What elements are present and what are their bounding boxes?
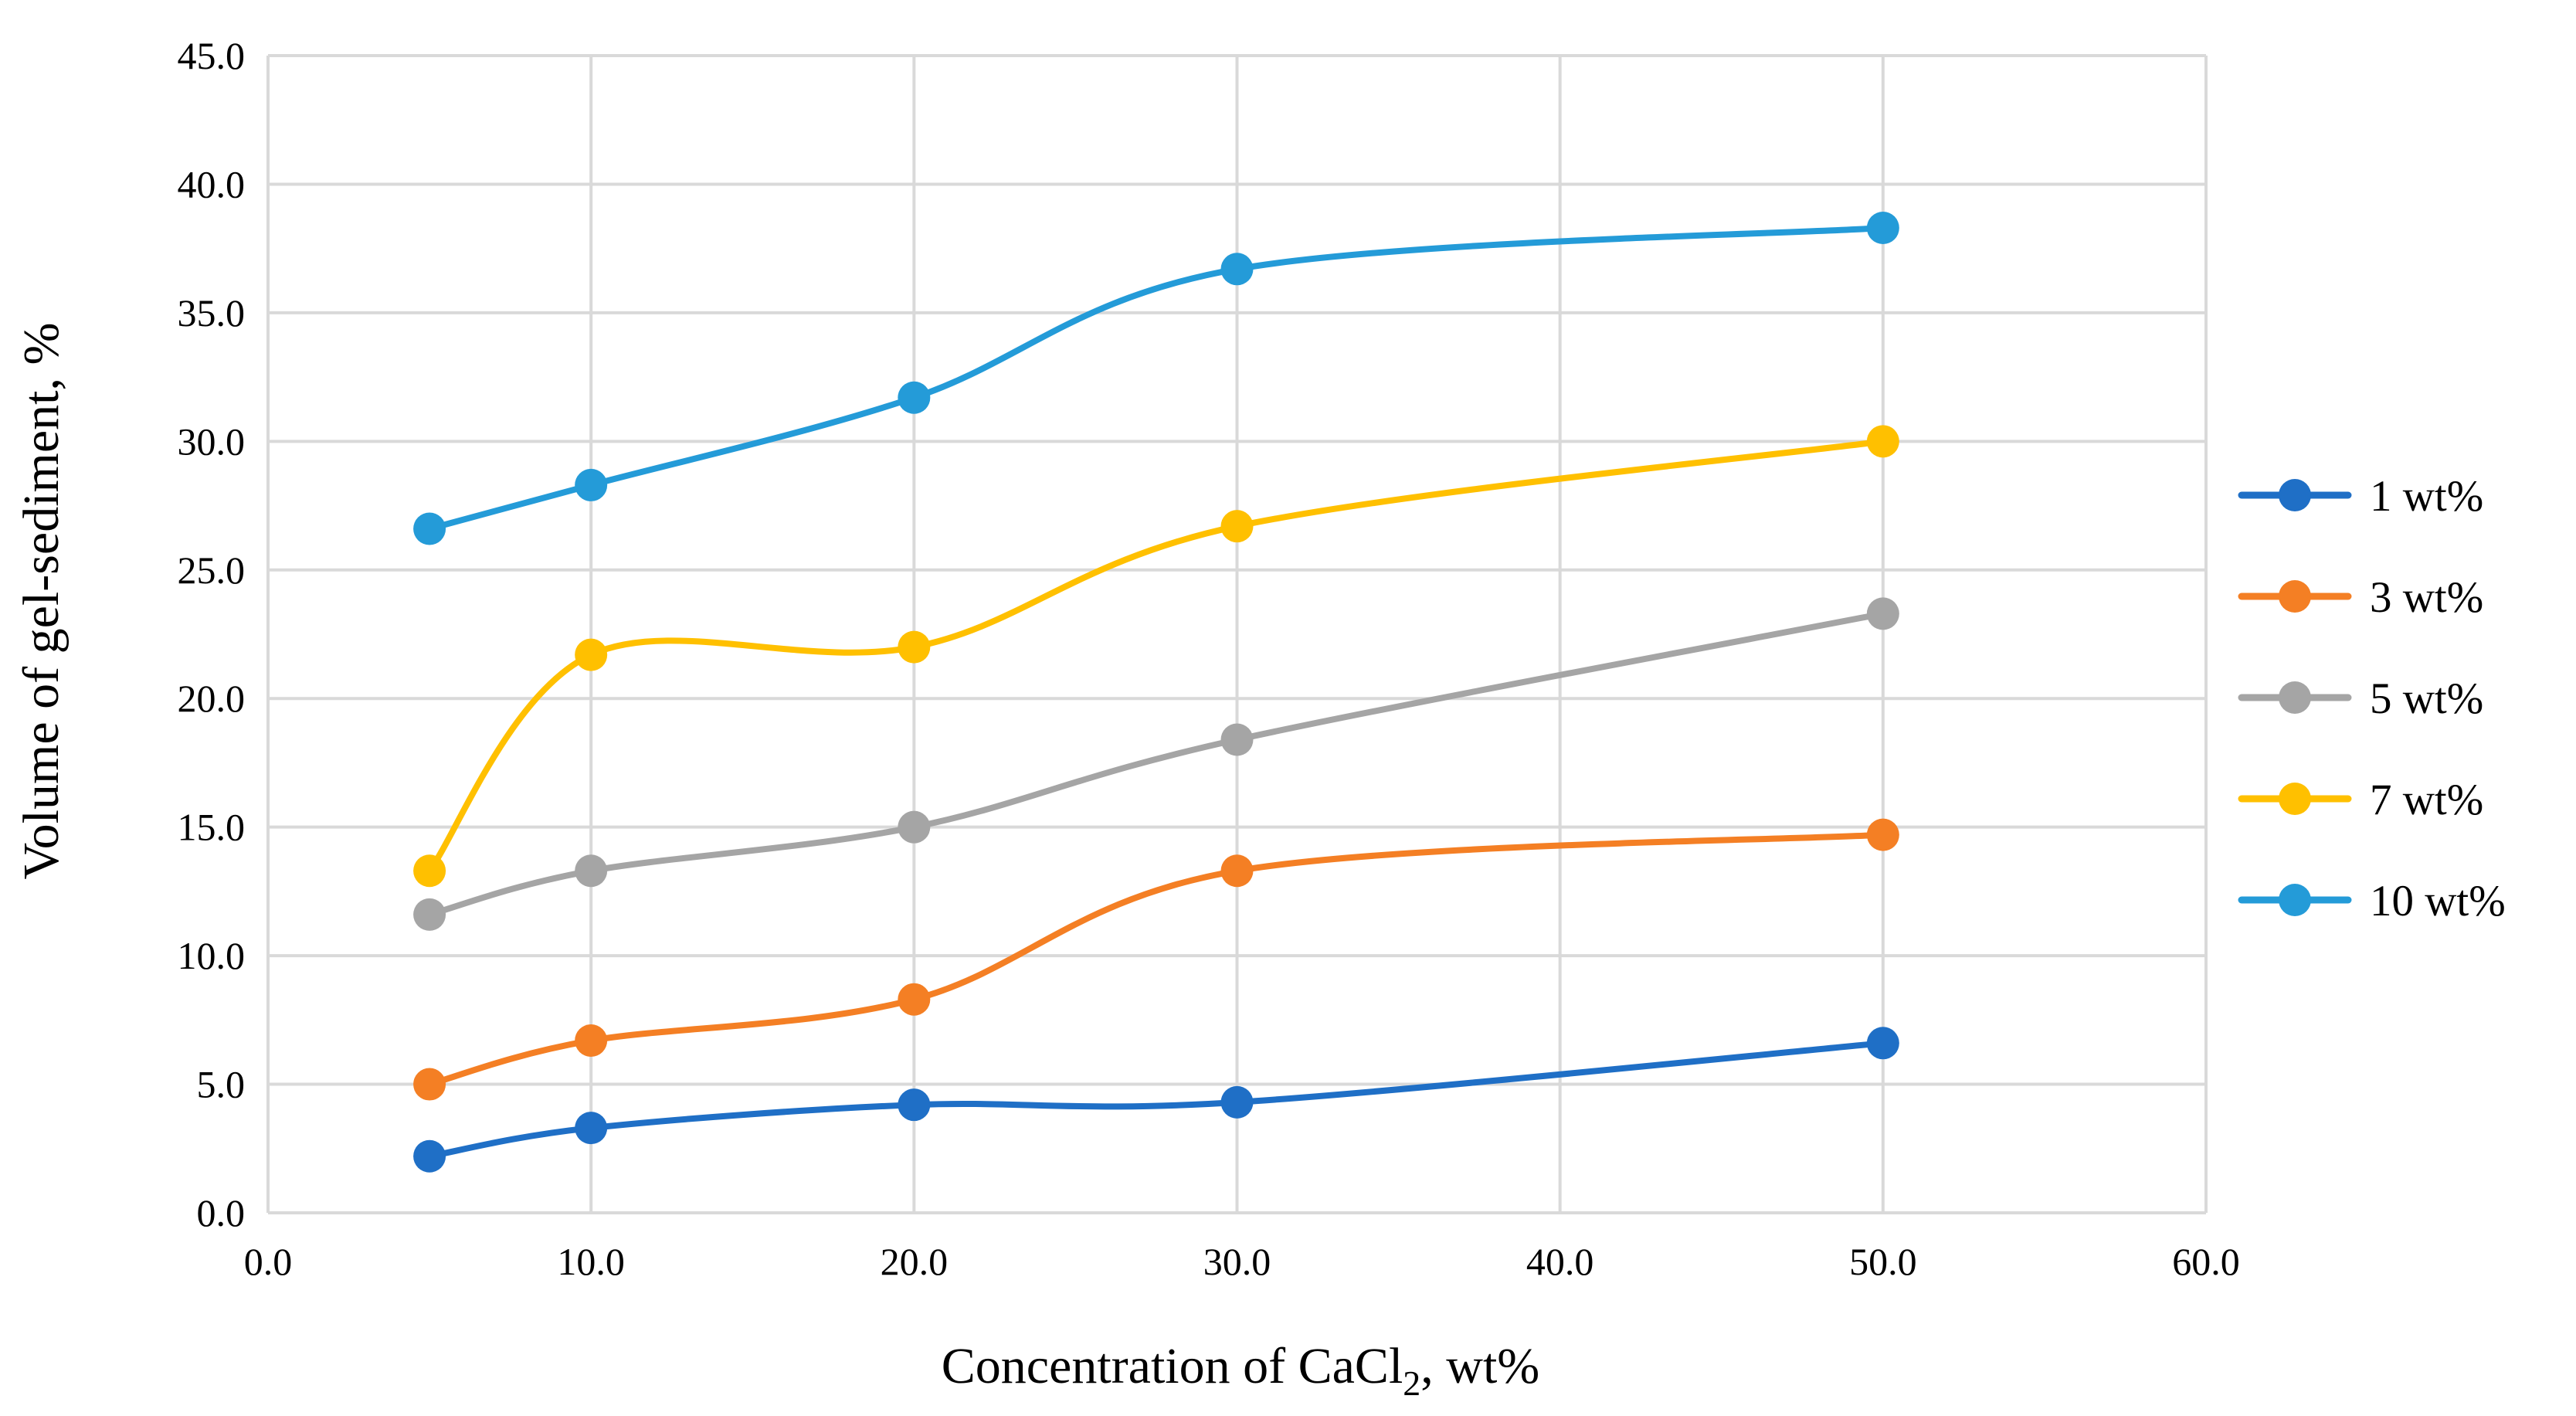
data-point [1866, 212, 1899, 245]
y-axis-tick-labels: 0.0 5.0 10.0 15.0 20.0 25.0 30.0 35.0 40.0 45.0 [178, 34, 246, 1234]
legend-item: 1 wt% [2238, 472, 2483, 521]
y-tick-label: 40.0 [178, 162, 246, 205]
y-tick-label: 15.0 [178, 806, 246, 849]
legend-marker [2279, 681, 2311, 714]
data-point [575, 854, 608, 888]
y-tick-label: 5.0 [197, 1063, 246, 1106]
series-line [426, 610, 1886, 918]
y-tick-label: 20.0 [178, 677, 246, 720]
x-tick-label: 30.0 [1203, 1240, 1271, 1283]
x-tick-label: 20.0 [881, 1240, 949, 1283]
legend-label: 7 wt% [2370, 776, 2483, 824]
legend-marker [2279, 580, 2311, 613]
y-tick-label: 10.0 [178, 934, 246, 977]
x-tick-label: 0.0 [244, 1240, 293, 1283]
legend-label: 1 wt% [2370, 472, 2483, 521]
y-tick-label: 0.0 [197, 1191, 246, 1234]
data-point [1220, 253, 1254, 286]
data-point [1220, 510, 1254, 543]
series-line [426, 1040, 1886, 1160]
data-point [413, 512, 446, 545]
data-point [1866, 818, 1899, 851]
y-tick-label: 45.0 [178, 34, 246, 77]
series-line [426, 225, 1886, 532]
y-tick-label: 30.0 [178, 419, 246, 463]
data-point [575, 1112, 608, 1145]
data-point [1220, 1085, 1254, 1119]
legend-marker [2279, 783, 2311, 815]
legend-marker [2279, 479, 2311, 511]
series-line [426, 831, 1886, 1088]
x-tick-label: 50.0 [1849, 1240, 1917, 1283]
series-5 [413, 212, 1899, 545]
y-tick-label: 35.0 [178, 291, 246, 334]
data-point [898, 810, 931, 844]
legend-label: 10 wt% [2370, 877, 2506, 925]
y-axis-title: Volume of gel-sediment, % [13, 323, 70, 880]
data-point [1866, 597, 1899, 630]
series-3 [413, 597, 1899, 931]
legend: 1 wt% 3 wt% 5 wt% 7 wt% 10 wt% [2238, 472, 2506, 925]
series-line [426, 438, 1886, 874]
series-1 [413, 1027, 1899, 1173]
x-axis-tick-labels: 0.0 10.0 20.0 30.0 40.0 50.0 60.0 [244, 1240, 2240, 1283]
data-point [413, 1139, 446, 1173]
legend-marker [2279, 884, 2311, 916]
data-point [413, 898, 446, 931]
legend-item: 7 wt% [2238, 776, 2483, 824]
y-tick-label: 25.0 [178, 548, 246, 592]
data-point [1220, 854, 1254, 888]
data-point [575, 638, 608, 671]
data-point [413, 1068, 446, 1101]
data-point [898, 983, 931, 1016]
legend-item: 10 wt% [2238, 877, 2506, 925]
legend-label: 3 wt% [2370, 573, 2483, 622]
legend-item: 5 wt% [2238, 674, 2483, 723]
x-tick-label: 60.0 [2172, 1240, 2240, 1283]
x-axis-title: Concentration of CaCl2, wt% [942, 1338, 1540, 1403]
data-point [575, 1024, 608, 1057]
grid [266, 54, 2208, 1214]
legend-item: 3 wt% [2238, 573, 2483, 622]
data-point [898, 381, 931, 414]
series-4 [413, 425, 1899, 888]
legend-label: 5 wt% [2370, 674, 2483, 723]
data-point [898, 1088, 931, 1122]
series-2 [413, 818, 1899, 1101]
data-point [1866, 425, 1899, 458]
x-tick-label: 10.0 [557, 1240, 625, 1283]
series-lines [413, 212, 1899, 1173]
data-point [898, 630, 931, 664]
x-tick-label: 40.0 [1526, 1240, 1594, 1283]
data-point [575, 468, 608, 501]
data-point [413, 854, 446, 888]
data-point [1866, 1027, 1899, 1060]
data-point [1220, 723, 1254, 756]
